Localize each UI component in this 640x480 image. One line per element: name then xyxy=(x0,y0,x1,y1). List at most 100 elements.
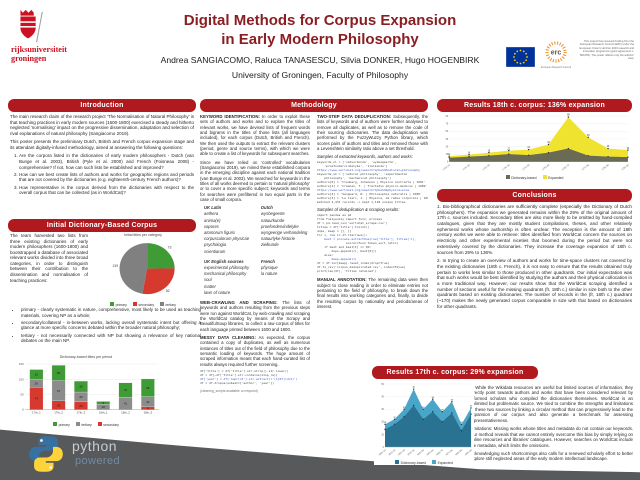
legend-item: primary xyxy=(110,302,127,307)
section-banner-initial-corpus: Initial Dictionary-Based Corpus xyxy=(8,219,196,232)
conclusion-paragraph-2: 2. In trying to create an overview of au… xyxy=(437,258,632,309)
legend-item: Expanded xyxy=(432,460,453,465)
legend-item: primary xyxy=(53,421,70,427)
section-banner-results-17th: Results 17th c. corpus: 29% expansion xyxy=(372,366,538,379)
code-line: df['year'] = df['imprint'].str.extract(r… xyxy=(200,376,298,381)
university-logo-wordmark: rijksuniversiteit groningen xyxy=(11,45,91,64)
svg-text:1681-90: 1681-90 xyxy=(455,449,463,456)
section-banner-results-18th: Results 18th c. corpus: 136% expansion xyxy=(437,99,632,112)
svg-text:14: 14 xyxy=(468,152,471,154)
svg-text:40: 40 xyxy=(381,396,384,399)
manual-annotation-paragraph: MANUAL ANNOTATION: The remaining data we… xyxy=(317,277,428,309)
category-bullet: primary - clearly systematic in nature, … xyxy=(21,307,201,318)
legend-item: secondary xyxy=(97,421,119,427)
keyword-identification-text-2: Since we have relied on 'controlled' voc… xyxy=(200,159,310,202)
code-line: 'proefondervindelyke', 'zielkunde'] xyxy=(317,163,388,168)
keyword-term: zielkunde xyxy=(261,242,279,248)
keyword-header: UK Latin xyxy=(204,205,222,211)
code-line: import pandas as pd xyxy=(317,214,352,218)
svg-text:1761-70: 1761-70 xyxy=(562,164,571,171)
messy-cleaning-label: MESSY DATA CLEANING: xyxy=(200,335,256,341)
keyword-term: laws of nature xyxy=(204,289,231,295)
keyword-header: French xyxy=(261,258,275,264)
svg-text:18: 18 xyxy=(460,422,463,424)
logo-line2: groningen xyxy=(11,53,47,63)
code-line: df = df.loc[keep].reset_index(drop=True) xyxy=(317,260,390,265)
conclusion-paragraph-1: 1. Bio-bibliographical dictionaries are … xyxy=(437,204,632,255)
svg-text:17th_3: 17th_3 xyxy=(77,411,86,415)
university-crest-logo xyxy=(20,9,43,43)
affiliation: University of Groningen, Faculty of Phil… xyxy=(231,70,409,80)
svg-text:1651-60: 1651-60 xyxy=(427,449,435,456)
funding-note: This project has received funding from t… xyxy=(579,40,634,60)
svg-text:88: 88 xyxy=(567,115,570,117)
keyword-table-1: UK Latin aethera anima(e) vapores atomorum … xyxy=(204,205,310,255)
svg-text:34: 34 xyxy=(146,400,150,404)
svg-text:67: 67 xyxy=(57,389,61,393)
erc-logo: erc European Research Council xyxy=(541,40,571,69)
keyword-col-uk-english: UK English sources experimental philosop… xyxy=(204,259,253,296)
keyword-header: UK English sources xyxy=(204,258,244,264)
conclusion-closing: Acknowledging such shortcomings also cal… xyxy=(470,450,633,462)
keyword-table-2: UK English sources experimental philosop… xyxy=(204,259,310,296)
svg-text:82: 82 xyxy=(166,289,170,293)
keyword-term: soul xyxy=(204,277,212,283)
intro-question: Are the corpora listed in the dictionari… xyxy=(19,153,194,170)
intro-questions: Are the corpora listed in the dictionari… xyxy=(19,153,194,195)
initial-corpus-text: The team harvested two lists from three … xyxy=(10,233,88,283)
deduplication-text: Subsequently, the lists of keywords and … xyxy=(317,114,428,151)
code-line: print(len(df), 'titles retained') xyxy=(317,268,377,273)
area-chart-17th-box: 0 10 20 30 40 50 18 22 30 46 30 38 28 36 18 31 1601-10 16… xyxy=(374,381,474,465)
poster-title-line2: in Early Modern Philosophy xyxy=(221,31,419,48)
svg-text:73: 73 xyxy=(168,246,172,250)
svg-text:1671-80: 1671-80 xyxy=(446,449,454,456)
svg-text:1741-50: 1741-50 xyxy=(522,164,531,171)
poster-title-line1: Digital Methods for Corpus Expansion xyxy=(183,12,457,29)
svg-text:15: 15 xyxy=(445,153,448,156)
svg-text:0: 0 xyxy=(22,408,24,412)
svg-text:32: 32 xyxy=(79,395,83,399)
area-chart-18th: 0 15 30 45 60 75 90 11 14 18 22 24 34 88 48 26 23 1701-10… xyxy=(438,113,631,174)
conclusions-text-upper: 1. Bio-bibliographical dictionaries are … xyxy=(437,204,632,312)
code-line: df = pd.read_csv('worldcat_scrape.csv') xyxy=(317,221,388,226)
manual-annotation-text: The remaining data were then subject to … xyxy=(317,277,428,310)
bar-chart-legend: primary tertiary secondary xyxy=(10,421,162,427)
code-line: https://www.worldcat.org/search?q=kw%3An… xyxy=(317,167,420,172)
keyword-identification-text: In order to exploit these sets of author… xyxy=(200,114,311,157)
keyword-term: matter xyxy=(204,283,216,289)
area-chart-18th-legend: Dictionary-based Expanded xyxy=(438,174,631,180)
legend-item: Dictionary-based xyxy=(505,174,537,180)
svg-text:28: 28 xyxy=(441,409,444,411)
svg-text:1611-20: 1611-20 xyxy=(388,449,396,456)
legend-item: Dictionary-based xyxy=(395,460,426,465)
conclusion-paragraph-3: 3. While the Wikidata resources are usef… xyxy=(470,385,633,423)
methodology-right-column: TWO-STEP DATA DEDUPLICATION: Subsequentl… xyxy=(317,114,428,312)
keyword-col-uk-latin: UK Latin aethera anima(e) vapores atomorum … xyxy=(204,205,253,255)
area-chart-18th-box: 0 15 30 45 60 75 90 11 14 18 22 24 34 88 48 26 23 1701-10… xyxy=(438,113,631,180)
deduplication-label: TWO-STEP DATA DEDUPLICATION: xyxy=(317,114,392,119)
introduction-text: The main research claim of the research … xyxy=(10,114,194,197)
keyword-header: Dutch xyxy=(261,205,273,211)
pie-chart-title: Initial titles per category xyxy=(124,233,162,237)
authors: Andrea SANGIACOMO, Raluca TANASESCU, Sil… xyxy=(160,55,480,65)
svg-text:26: 26 xyxy=(35,381,39,385)
svg-text:45: 45 xyxy=(445,138,448,141)
legend-item: Expanded xyxy=(542,174,563,180)
code-line: if best and best[1] >= 90: xyxy=(317,244,372,249)
svg-text:1641-50: 1641-50 xyxy=(417,449,425,456)
methodology-left-column: KEYWORD IDENTIFICATION: In order to expl… xyxy=(200,114,310,393)
svg-text:18th_1: 18th_1 xyxy=(99,411,108,415)
conclusion-limitations: Limitations: Missing works whose titles … xyxy=(470,426,633,448)
svg-text:26: 26 xyxy=(79,404,83,408)
svg-text:139: 139 xyxy=(112,264,118,268)
svg-text:11: 11 xyxy=(448,154,451,156)
deduplication-code-block: import pandas as pd from fuzzywuzzy impor… xyxy=(317,214,428,273)
svg-text:1601-10: 1601-10 xyxy=(379,449,387,456)
code-line: matched 2,431 records -> kept 1,118 uniq… xyxy=(317,199,406,204)
svg-text:1701-10: 1701-10 xyxy=(443,164,452,171)
svg-text:48: 48 xyxy=(587,135,590,137)
category-bullets: primary - clearly systematic in nature, … xyxy=(21,307,201,345)
svg-text:100: 100 xyxy=(19,377,24,381)
conclusions-text-lower: 3. While the Wikidata resources are usef… xyxy=(470,385,633,465)
